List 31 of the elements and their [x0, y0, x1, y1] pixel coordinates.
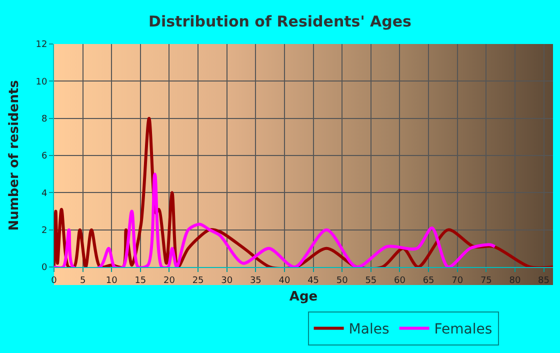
- x-tick-label: 85: [538, 276, 550, 286]
- x-tick-label: 35: [250, 276, 262, 286]
- x-tick-label: 20: [164, 276, 176, 286]
- x-tick-label: 5: [80, 276, 86, 286]
- x-tick-label: 45: [308, 276, 320, 286]
- x-tick-label: 60: [394, 276, 406, 286]
- x-tick-label: 30: [221, 276, 233, 286]
- x-tick-label: 65: [422, 276, 434, 286]
- x-tick-label: 55: [365, 276, 377, 286]
- x-tick-label: 75: [480, 276, 492, 286]
- x-tick-label: 40: [278, 276, 290, 286]
- y-tick-label: 12: [36, 40, 48, 50]
- y-tick-label: 4: [41, 188, 48, 199]
- x-tick-label: 0: [51, 276, 58, 286]
- x-axis-title: Age: [289, 289, 318, 304]
- line-series: [54, 172, 496, 267]
- x-tick-label: 15: [134, 276, 146, 286]
- legend-label: Females: [434, 322, 492, 338]
- y-tick-label: 0: [41, 263, 48, 274]
- y-axis-title: Number of residents: [7, 80, 22, 231]
- y-tick-label: 8: [41, 114, 48, 124]
- y-tick-label: 2: [41, 226, 48, 236]
- x-tick-label: 80: [509, 276, 521, 286]
- x-tick-label: 70: [452, 276, 464, 286]
- chart-title: Distribution of Residents' Ages: [148, 12, 412, 30]
- legend-label: Males: [348, 322, 390, 338]
- x-tick-label: 10: [106, 276, 118, 286]
- y-tick-label: 6: [41, 152, 48, 162]
- y-tick-label: 10: [36, 77, 48, 88]
- x-tick-label: 50: [336, 276, 348, 286]
- x-tick-label: 25: [192, 276, 204, 286]
